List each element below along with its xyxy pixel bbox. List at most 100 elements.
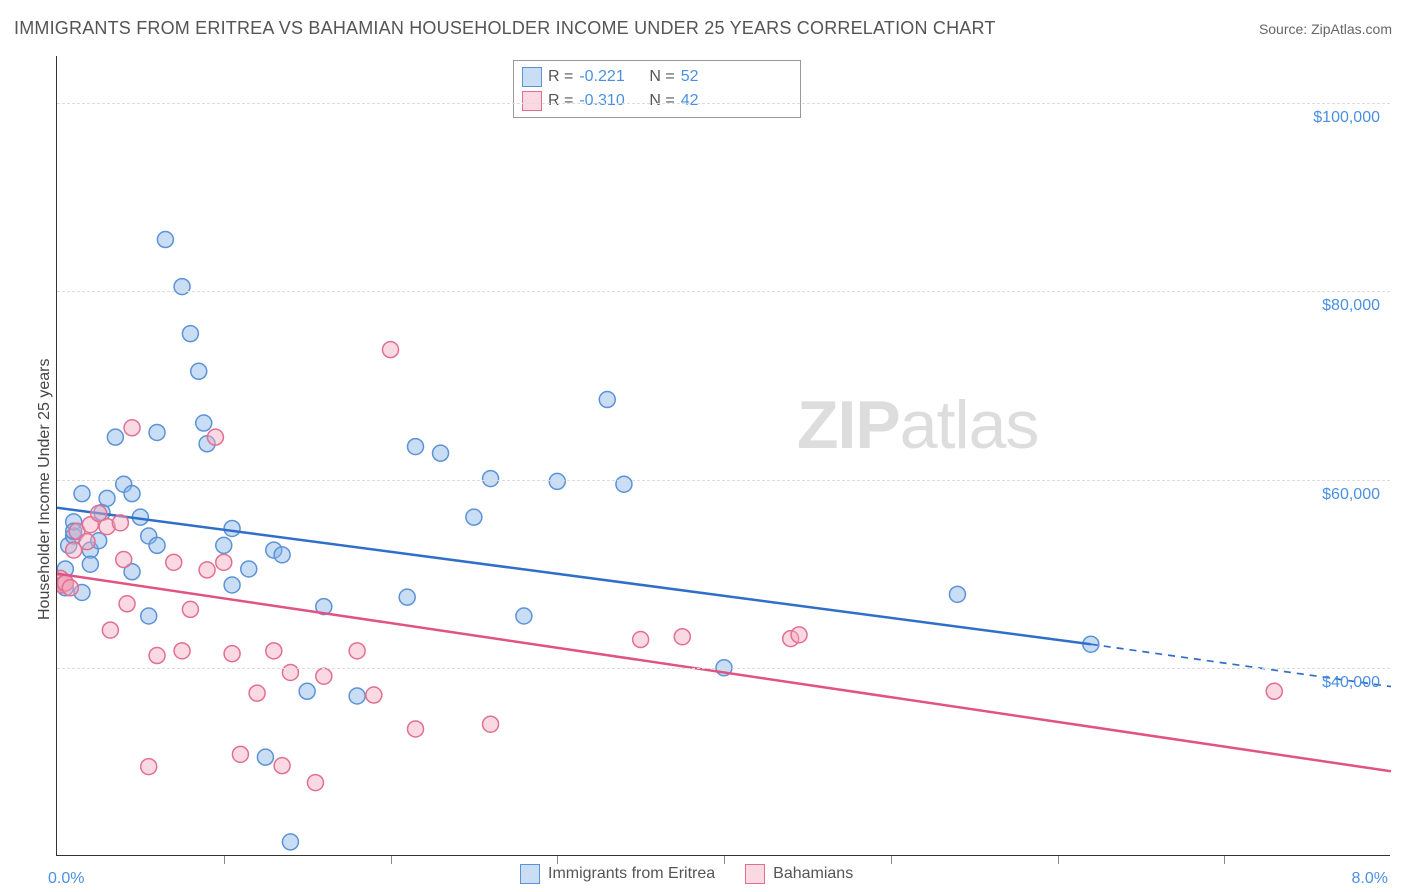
x-tick xyxy=(557,856,558,864)
data-point xyxy=(599,392,615,408)
data-point xyxy=(1266,683,1282,699)
data-point xyxy=(408,721,424,737)
trend-line xyxy=(57,574,1391,772)
y-tick-label: $60,000 xyxy=(1322,486,1380,504)
n-value-a: 52 xyxy=(681,68,699,86)
data-point xyxy=(266,643,282,659)
data-point xyxy=(141,608,157,624)
data-point xyxy=(316,668,332,684)
stats-row-series-a: R = -0.221 N = 52 xyxy=(522,65,792,89)
stats-row-series-b: R = -0.310 N = 42 xyxy=(522,89,792,113)
data-point xyxy=(257,749,273,765)
data-point xyxy=(399,589,415,605)
data-point xyxy=(182,326,198,342)
data-point xyxy=(791,627,807,643)
gridline xyxy=(57,480,1390,481)
legend-label-b: Bahamians xyxy=(773,865,853,883)
chart-title: IMMIGRANTS FROM ERITREA VS BAHAMIAN HOUS… xyxy=(14,18,996,39)
data-point xyxy=(149,424,165,440)
data-point xyxy=(199,562,215,578)
data-point xyxy=(224,646,240,662)
swatch-series-b-bottom xyxy=(745,864,765,884)
x-tick xyxy=(891,856,892,864)
r-value-a: -0.221 xyxy=(579,68,643,86)
r-value-b: -0.310 xyxy=(579,92,643,110)
data-point xyxy=(207,429,223,445)
chart-plot-area: ZIPatlas R = -0.221 N = 52 R = -0.310 N … xyxy=(56,56,1390,856)
x-tick xyxy=(391,856,392,864)
y-tick-label: $40,000 xyxy=(1322,674,1380,692)
data-point xyxy=(349,643,365,659)
data-point xyxy=(174,643,190,659)
data-point xyxy=(157,232,173,248)
data-point xyxy=(224,577,240,593)
gridline xyxy=(57,103,1390,104)
data-point xyxy=(141,759,157,775)
data-point xyxy=(949,586,965,602)
data-point xyxy=(433,445,449,461)
data-point xyxy=(349,688,365,704)
data-point xyxy=(102,622,118,638)
x-tick-min: 0.0% xyxy=(48,870,84,888)
legend-item-a: Immigrants from Eritrea xyxy=(520,864,715,884)
data-point xyxy=(383,342,399,358)
data-point xyxy=(166,554,182,570)
data-point xyxy=(483,716,499,732)
data-point xyxy=(224,520,240,536)
data-point xyxy=(408,439,424,455)
swatch-series-a xyxy=(522,67,542,87)
data-point xyxy=(516,608,532,624)
data-point xyxy=(79,534,95,550)
title-bar: IMMIGRANTS FROM ERITREA VS BAHAMIAN HOUS… xyxy=(14,18,1392,39)
swatch-series-b xyxy=(522,91,542,111)
data-point xyxy=(124,486,140,502)
r-label: R = xyxy=(548,68,573,86)
gridline xyxy=(57,668,1390,669)
n-label: N = xyxy=(649,68,674,86)
data-point xyxy=(216,554,232,570)
data-point xyxy=(674,629,690,645)
n-value-b: 42 xyxy=(681,92,699,110)
data-point xyxy=(149,648,165,664)
data-point xyxy=(119,596,135,612)
swatch-series-a-bottom xyxy=(520,864,540,884)
data-point xyxy=(116,552,132,568)
data-point xyxy=(112,515,128,531)
data-point xyxy=(82,556,98,572)
data-point xyxy=(633,632,649,648)
series-legend: Immigrants from Eritrea Bahamians xyxy=(520,864,853,884)
y-tick-label: $100,000 xyxy=(1313,109,1380,127)
stats-legend-box: R = -0.221 N = 52 R = -0.310 N = 42 xyxy=(513,60,801,118)
data-point xyxy=(216,537,232,553)
data-point xyxy=(182,601,198,617)
data-point xyxy=(307,775,323,791)
x-tick xyxy=(1224,856,1225,864)
x-tick xyxy=(224,856,225,864)
y-axis-label: Householder Income Under 25 years xyxy=(36,359,54,620)
y-tick-label: $80,000 xyxy=(1322,297,1380,315)
data-point xyxy=(107,429,123,445)
data-point xyxy=(99,490,115,506)
data-point xyxy=(274,758,290,774)
data-point xyxy=(62,580,78,596)
data-point xyxy=(249,685,265,701)
gridline xyxy=(57,291,1390,292)
source-label: Source: ZipAtlas.com xyxy=(1259,21,1392,37)
legend-item-b: Bahamians xyxy=(745,864,853,884)
legend-label-a: Immigrants from Eritrea xyxy=(548,865,715,883)
data-point xyxy=(549,473,565,489)
x-tick-max: 8.0% xyxy=(1352,870,1388,888)
x-tick xyxy=(724,856,725,864)
data-point xyxy=(274,547,290,563)
data-point xyxy=(196,415,212,431)
n-label: N = xyxy=(649,92,674,110)
x-tick xyxy=(1058,856,1059,864)
data-point xyxy=(74,486,90,502)
data-point xyxy=(191,363,207,379)
data-point xyxy=(149,537,165,553)
scatter-svg xyxy=(57,56,1391,856)
data-point xyxy=(299,683,315,699)
r-label: R = xyxy=(548,92,573,110)
data-point xyxy=(366,687,382,703)
data-point xyxy=(241,561,257,577)
